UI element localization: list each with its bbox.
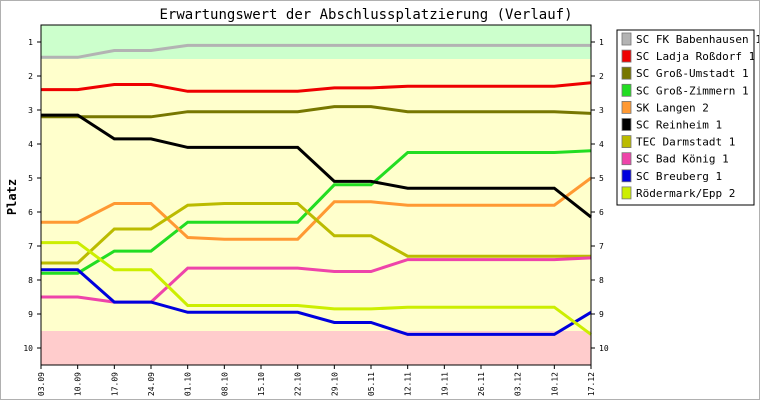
x-tick-label: 17.09 [110,372,119,396]
x-tick-label: 12.11 [404,372,413,396]
y-tick-label-left: 8 [28,276,33,285]
series-line-0 [41,43,591,59]
x-tick-label: 17.12 [587,372,596,396]
series-line-2 [41,105,592,119]
y-tick-label-right: 1 [599,38,604,47]
legend-swatch [621,32,632,46]
chart-title: Erwartungswert der Abschlussplatzierung … [159,7,572,23]
series-line-5 [41,113,592,219]
x-tick-label: 29.10 [330,372,339,396]
y-tick-label-right: 10 [599,344,609,353]
x-tick-label: 05.11 [367,372,376,396]
series-line-1 [41,81,592,93]
x-tick-label: 10.12 [550,372,559,396]
legend-swatch [621,169,632,183]
y-tick-label-right: 4 [599,140,604,149]
y-tick-label-left: 9 [28,310,33,319]
legend-box [616,29,755,206]
plot-area-border [40,24,592,366]
x-tick-label: 03.12 [514,372,523,396]
legend-swatch [621,186,632,200]
y-tick-label-left: 3 [28,106,33,115]
y-tick-label-left: 7 [28,242,33,251]
x-tick-label: 22.10 [294,372,303,396]
y-tick-label-left: 10 [23,344,33,353]
legend-label: TEC Darmstadt 1 [636,136,735,149]
legend-swatch [621,66,632,80]
x-tick-label: 03.09 [37,372,46,396]
y-tick-label-left: 6 [28,208,33,217]
y-tick-label-left: 5 [28,174,33,183]
legend-label: SC FK Babenhausen 1 [636,33,759,46]
x-tick-label: 10.09 [74,372,83,396]
legend-label: SC Groß-Zimmern 1 [636,84,749,97]
legend-label: SC Breuberg 1 [636,170,722,183]
series-line-3 [41,149,592,275]
legend-swatch [621,135,632,149]
y-tick-label-right: 6 [599,208,604,217]
legend-label: Rödermark/Epp 2 [636,187,735,200]
legend-swatch [621,152,632,166]
band-2 [41,331,591,365]
y-tick-label-left: 1 [28,38,33,47]
x-tick-label: 08.10 [220,372,229,396]
legend-swatch [621,49,632,63]
legend-label: SK Langen 2 [636,101,709,114]
y-tick-label-right: 7 [599,242,604,251]
legend-swatch [621,101,632,114]
x-tick-label: 19.11 [440,372,449,396]
y-tick-label-right: 8 [599,276,604,285]
x-tick-label: 15.10 [257,372,266,396]
legend-swatch [621,83,632,97]
series-line-6 [41,202,591,265]
legend-label: SC Bad König 1 [636,153,729,166]
y-tick-label-right: 9 [599,310,604,319]
band-1 [41,59,591,331]
y-tick-label-left: 4 [28,140,33,149]
x-tick-label: 24.09 [147,372,156,396]
x-tick-label: 26.11 [477,372,486,396]
legend-swatch [621,118,632,131]
series-line-9 [41,241,592,336]
legend-label: SC Reinheim 1 [636,119,722,132]
band-0 [41,25,591,59]
y-tick-label-right: 5 [599,174,604,183]
legend-label: SC Ladja Roßdorf 1 [636,50,755,63]
x-tick-label: 01.10 [184,372,193,396]
legend-label: SC Groß-Umstadt 1 [636,67,749,80]
y-tick-label-right: 3 [599,106,604,115]
series-line-8 [41,268,592,336]
y-axis-label: Platz [5,179,19,215]
y-tick-label-right: 2 [599,72,604,81]
y-tick-label-left: 2 [28,72,33,81]
